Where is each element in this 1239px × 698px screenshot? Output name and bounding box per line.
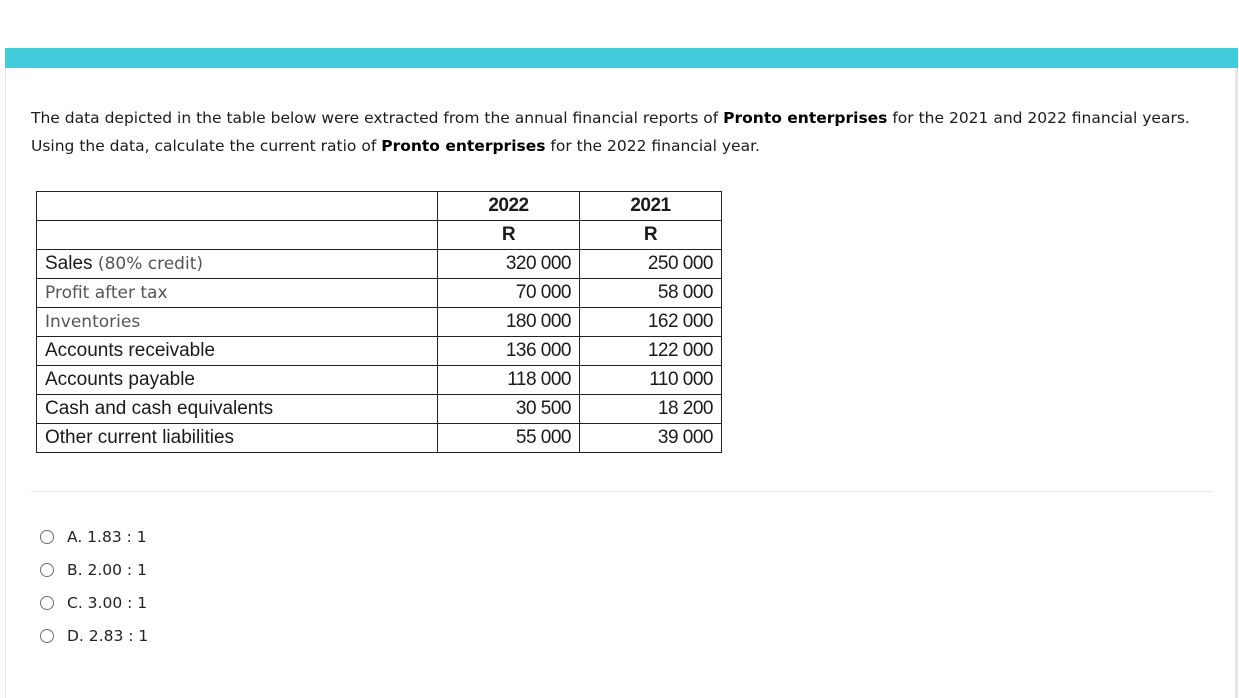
table-header-row: 2022 2021 [36,191,722,221]
value-2022: 55 000 [437,423,580,453]
option-b[interactable]: B. 2.00 : 1 [40,553,148,586]
value-2021: 58 000 [579,278,722,308]
question-line2-pre: Using the data, calculate the current ra… [31,137,382,155]
table-row: Profit after tax 70 000 58 000 [36,278,722,308]
option-c[interactable]: C. 3.00 : 1 [40,586,148,619]
header-cell-2022: 2022 [437,191,580,221]
value-2021: 250 000 [579,249,722,279]
question-text: The data depicted in the table below wer… [31,104,1211,160]
answer-options: A. 1.83 : 1 B. 2.00 : 1 C. 3.00 : 1 D. 2… [40,520,148,652]
row-label-text: Sales [45,253,93,274]
row-label: Other current liabilities [36,423,438,453]
row-label: Accounts payable [36,365,438,395]
value-2022: 30 500 [437,394,580,424]
table-row: Other current liabilities 55 000 39 000 [36,423,722,453]
value-2022: 136 000 [437,336,580,366]
company-name: Pronto enterprises [381,137,546,155]
row-label: Inventories [36,307,438,337]
accent-header-bar [5,48,1238,68]
radio-button-icon[interactable] [40,529,54,544]
radio-button-icon[interactable] [40,562,54,577]
option-label[interactable]: C. 3.00 : 1 [67,593,148,612]
header-cell [36,191,438,221]
currency-cell [36,220,438,250]
value-2022: 118 000 [437,365,580,395]
divider [31,491,1212,492]
table-row: Inventories 180 000 162 000 [36,307,722,337]
value-2021: 162 000 [579,307,722,337]
question-line1-post: for the 2021 and 2022 financial years. [887,109,1190,127]
option-label[interactable]: D. 2.83 : 1 [67,626,149,645]
financial-data-table: 2022 2021 R R Sales (80% credit) 320 000… [36,191,722,453]
question-line1-pre: The data depicted in the table below wer… [31,109,724,127]
value-2021: 122 000 [579,336,722,366]
row-label: Profit after tax [36,278,438,308]
company-name: Pronto enterprises [723,109,888,127]
table-row: Sales (80% credit) 320 000 250 000 [36,249,722,279]
value-2021: 39 000 [579,423,722,453]
value-2021: 18 200 [579,394,722,424]
value-2022: 70 000 [437,278,580,308]
row-label-suffix: (80% credit) [92,254,203,274]
radio-button-icon[interactable] [40,628,54,643]
radio-button-icon[interactable] [40,595,54,610]
table-row: Cash and cash equivalents 30 500 18 200 [36,394,722,424]
table-row: Accounts receivable 136 000 122 000 [36,336,722,366]
option-label[interactable]: B. 2.00 : 1 [67,560,147,579]
value-2022: 180 000 [437,307,580,337]
header-cell-2021: 2021 [579,191,722,221]
row-label: Accounts receivable [36,336,438,366]
table-row: Accounts payable 118 000 110 000 [36,365,722,395]
currency-cell-2021: R [579,220,722,250]
currency-cell-2022: R [437,220,580,250]
option-d[interactable]: D. 2.83 : 1 [40,619,148,652]
question-line2-post: for the 2022 financial year. [545,137,760,155]
row-label: Cash and cash equivalents [36,394,438,424]
value-2021: 110 000 [579,365,722,395]
value-2022: 320 000 [437,249,580,279]
currency-row: R R [36,220,722,250]
row-label: Sales (80% credit) [36,249,438,279]
option-label[interactable]: A. 1.83 : 1 [67,527,147,546]
option-a[interactable]: A. 1.83 : 1 [40,520,148,553]
